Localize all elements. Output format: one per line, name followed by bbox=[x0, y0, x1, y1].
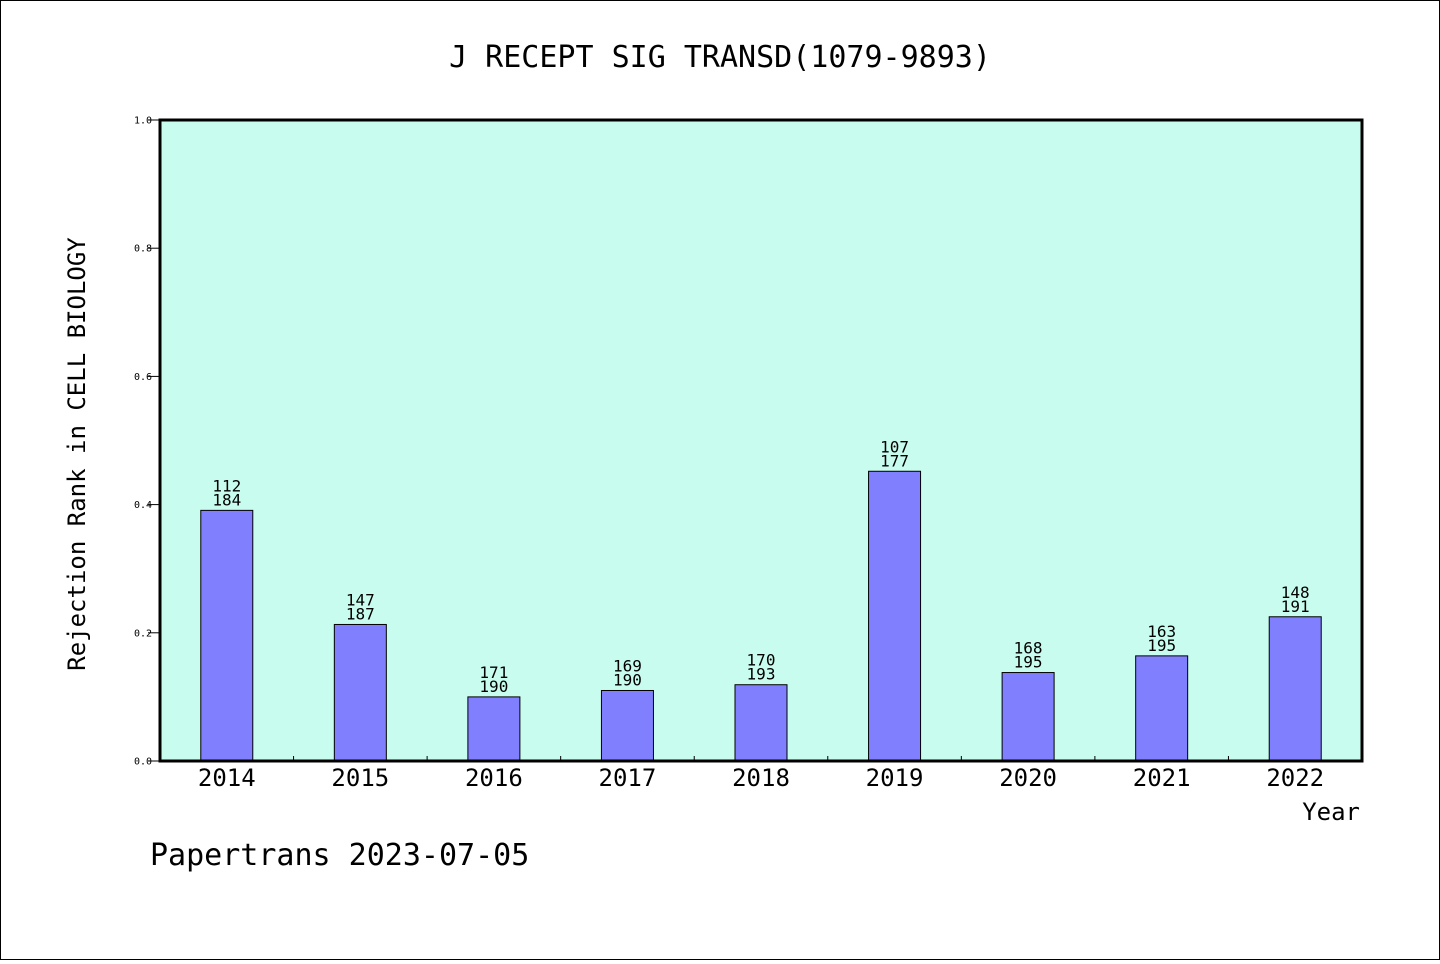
bar-label-total: 184 bbox=[212, 490, 241, 509]
bar-label-rank: 148 bbox=[1281, 583, 1310, 602]
bar-2019 bbox=[868, 470, 922, 762]
bar-label-total: 195 bbox=[1147, 636, 1176, 655]
bar-2014 bbox=[200, 509, 254, 762]
bar-2016 bbox=[467, 696, 521, 762]
y-tick-label: 0.8 bbox=[134, 244, 152, 255]
y-axis-label: Rejection Rank in CELL BIOLOGY bbox=[63, 237, 91, 671]
bar-label-rank: 170 bbox=[747, 651, 776, 670]
x-axis-label: Year bbox=[1302, 798, 1360, 826]
x-tick-label: 2017 bbox=[599, 764, 657, 792]
x-tick-label: 2019 bbox=[866, 764, 924, 792]
bar-label-total: 190 bbox=[479, 677, 508, 696]
bar-label-rank: 171 bbox=[479, 663, 508, 682]
x-tick-label: 2021 bbox=[1133, 764, 1191, 792]
bar-2015 bbox=[333, 623, 387, 762]
y-tick-label: 0.2 bbox=[134, 628, 152, 639]
bar-label-rank: 147 bbox=[346, 590, 375, 609]
y-tick-label: 0.4 bbox=[134, 500, 152, 511]
x-tick-label: 2016 bbox=[465, 764, 523, 792]
bar-label-rank: 112 bbox=[212, 476, 241, 495]
bar-label-rank: 169 bbox=[613, 656, 642, 675]
bar-2017 bbox=[600, 689, 654, 762]
bar-2020 bbox=[1001, 672, 1055, 762]
bar-2022 bbox=[1268, 616, 1322, 762]
bar-label-total: 195 bbox=[1014, 653, 1043, 672]
bar-label-total: 177 bbox=[880, 451, 909, 470]
y-tick-label: 0.6 bbox=[134, 372, 152, 383]
x-tick-label: 2014 bbox=[198, 764, 256, 792]
x-tick-label: 2020 bbox=[999, 764, 1057, 792]
bar-2018 bbox=[734, 684, 788, 762]
x-tick-label: 2018 bbox=[732, 764, 790, 792]
bar-label-rank: 163 bbox=[1147, 622, 1176, 641]
bar-label-total: 191 bbox=[1281, 597, 1310, 616]
footer-credit: Papertrans 2023-07-05 bbox=[150, 838, 529, 873]
y-tick-label: 0.0 bbox=[134, 757, 152, 768]
plot-border bbox=[158, 118, 1364, 763]
y-tick-label: 1.0 bbox=[134, 116, 152, 127]
bar-label-total: 190 bbox=[613, 670, 642, 689]
chart-title: J RECEPT SIG TRANSD(1079-9893) bbox=[449, 40, 991, 75]
x-tick-label: 2015 bbox=[331, 764, 389, 792]
bar-2021 bbox=[1135, 655, 1189, 762]
bar-label-rank: 168 bbox=[1014, 639, 1043, 658]
bar-label-rank: 107 bbox=[880, 437, 909, 456]
x-tick-label: 2022 bbox=[1266, 764, 1324, 792]
bar-label-total: 187 bbox=[346, 604, 375, 623]
bar-label-total: 193 bbox=[747, 665, 776, 684]
